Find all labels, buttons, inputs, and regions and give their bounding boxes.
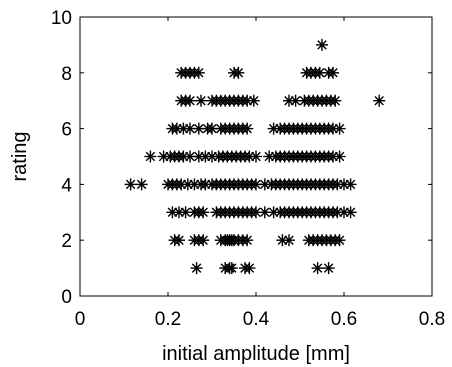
y-tick-label: 4 (61, 175, 72, 196)
scatter-point (184, 94, 196, 107)
scatter-point (135, 178, 148, 191)
scatter-point (333, 122, 346, 135)
scatter-point (258, 206, 271, 219)
x-axis-tick-labels: 0 0.2 0.4 0.6 0.8 (75, 309, 446, 330)
y-axis-tick-labels: 0 2 4 6 8 10 (51, 8, 73, 308)
scatter-point (283, 234, 295, 247)
scatter-point (333, 234, 346, 247)
scatter-point (232, 66, 245, 79)
x-tick-label: 0.6 (331, 309, 357, 330)
scatter-point (329, 94, 342, 107)
scatter-point (241, 122, 254, 135)
scatter-point (173, 234, 185, 247)
scatter-point (327, 66, 339, 79)
y-tick-label: 2 (61, 231, 72, 252)
scatter-point (316, 38, 328, 51)
scatter-point (250, 150, 262, 163)
scatter-point (195, 94, 207, 107)
y-axis-title: rating (9, 131, 31, 181)
scatter-point (184, 150, 196, 163)
y-tick-label: 10 (51, 8, 72, 29)
scatter-point (197, 234, 210, 247)
scatter-point (344, 178, 357, 191)
scatter-points (124, 38, 386, 275)
x-tick-label: 0.4 (243, 309, 270, 330)
scatter-point (124, 178, 137, 191)
y-axis-ticks (80, 16, 432, 297)
x-axis-ticks (79, 17, 433, 296)
scatter-point (190, 262, 203, 275)
scatter-point (247, 94, 260, 107)
scatter-point (225, 262, 238, 275)
scatter-point (192, 66, 205, 79)
scatter-point (144, 150, 157, 163)
scatter-point (241, 234, 254, 247)
x-axis-title: initial amplitude [mm] (162, 343, 350, 365)
x-tick-label: 0.2 (155, 309, 181, 330)
scatter-point (333, 150, 346, 163)
y-tick-label: 6 (61, 120, 72, 141)
y-tick-label: 0 (61, 287, 72, 308)
x-tick-label: 0.8 (419, 309, 445, 330)
x-tick-label: 0 (75, 309, 86, 330)
scatter-point (373, 94, 386, 107)
y-tick-label: 8 (61, 64, 72, 85)
scatter-point (250, 206, 262, 219)
scatter-point (344, 206, 357, 219)
scatter-point (311, 262, 324, 275)
scatter-point (322, 262, 335, 275)
scatter-point (243, 262, 256, 275)
scatter-point (197, 206, 210, 219)
